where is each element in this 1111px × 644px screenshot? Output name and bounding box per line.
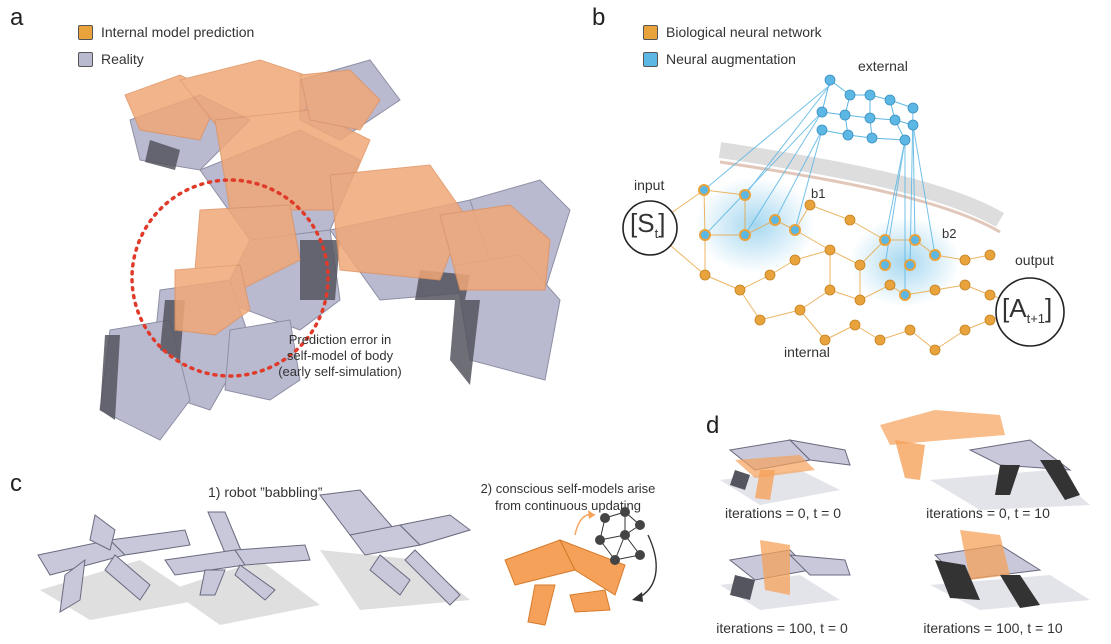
caption-iter0-t10: iterations = 0, t = 10: [926, 505, 1050, 521]
legend-item-reality: Reality: [78, 51, 144, 67]
legend-label: Biological neural network: [666, 24, 822, 40]
legend-item-augmentation: Neural augmentation: [643, 51, 796, 67]
robot-iter0-t0: [720, 439, 851, 505]
annotation-line: Prediction error in: [288, 332, 392, 347]
annotation-line: (early self-simulation): [278, 364, 402, 379]
state-main: [S: [630, 208, 655, 238]
prediction-error-circle: [130, 178, 330, 378]
prediction-error-annotation: Prediction error in self-model of body (…: [270, 332, 410, 380]
robot-2: [164, 511, 311, 601]
annotation-line: self-model of body: [286, 348, 394, 363]
b2-label: b2: [942, 226, 957, 241]
legend-label: Reality: [101, 51, 144, 67]
panel-a-letter: a: [10, 4, 24, 31]
input-state-circle: [622, 200, 678, 256]
panel-b-letter: b: [592, 4, 606, 31]
output-label: output: [1015, 252, 1054, 268]
augmentation-edges: [703, 84, 936, 295]
lavender-swatch-icon: [78, 51, 93, 67]
output-action-circle: [995, 277, 1065, 347]
skull-band: [718, 142, 1005, 227]
model-prediction-body: [124, 59, 551, 336]
caption-iter100-t10: iterations = 100, t = 10: [923, 620, 1063, 636]
action-close: ]: [1045, 293, 1053, 323]
action-symbol: [At+1]: [1002, 293, 1052, 326]
blue-swatch-icon: [643, 51, 658, 67]
internal-label: internal: [784, 344, 830, 360]
conscious-robot: [504, 539, 626, 626]
input-label: input: [634, 177, 665, 193]
state-symbol: [St]: [630, 208, 665, 241]
conscious-line: 2) conscious self-models arise: [480, 481, 656, 496]
legend-item-biological: Biological neural network: [643, 24, 822, 40]
robot-1: [37, 514, 191, 613]
robot-iter0-t10: [880, 410, 1090, 510]
external-network-nodes: [816, 74, 919, 146]
legend-label: Internal model prediction: [101, 24, 255, 40]
legend-item-internal-model: Internal model prediction: [78, 24, 254, 40]
augmented-nodes: [698, 184, 941, 301]
b1-label: b1: [811, 186, 826, 201]
conscious-label: 2) conscious self-models arise from cont…: [468, 480, 668, 514]
babbling-label: 1) robot ”babbling”: [208, 484, 323, 500]
orange-swatch-icon: [78, 24, 93, 40]
caption-iter100-t0: iterations = 100, t = 0: [716, 620, 848, 636]
panel-d-letter: d: [706, 412, 720, 439]
state-close: ]: [658, 208, 666, 238]
caption-iter0-t0: iterations = 0, t = 0: [725, 505, 841, 521]
panel-c-letter: c: [10, 470, 22, 497]
robot-iter100-t10: [930, 530, 1090, 610]
action-main: [A: [1002, 293, 1027, 323]
orange-swatch-icon: [643, 24, 658, 40]
return-arrow-icon: [639, 534, 657, 598]
conscious-line: from continuous updating: [495, 498, 641, 513]
state-sub: t: [654, 226, 659, 242]
robot-3: [319, 489, 472, 606]
robot-iter100-t0: [720, 540, 851, 610]
action-sub: t+1: [1026, 311, 1046, 327]
skull-band-inner: [719, 160, 1001, 234]
biological-nodes: [699, 199, 996, 356]
external-label: external: [858, 58, 908, 74]
legend-label: Neural augmentation: [666, 51, 796, 67]
